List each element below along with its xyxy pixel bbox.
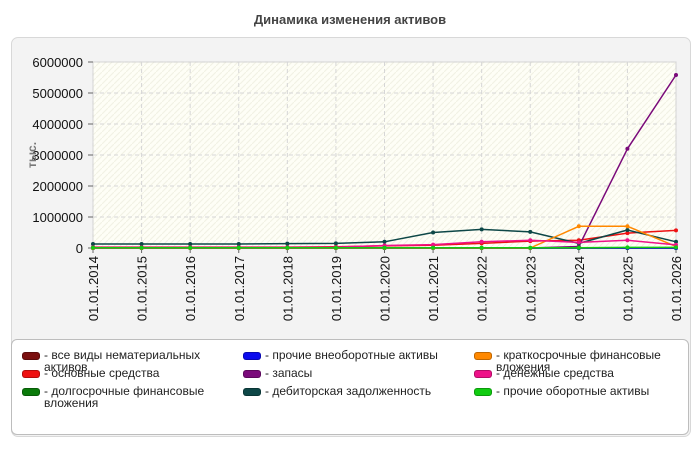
data-point [285,241,290,246]
chart-title: Динамика изменения активов [253,12,447,27]
data-point [431,245,436,250]
x-tick-label: 01.01.2024 [572,256,587,321]
data-point [576,245,581,250]
data-point [91,245,95,250]
legend-item: - дебиторская задолженность [243,385,450,397]
data-point [382,245,387,250]
data-point [576,240,581,245]
legend-swatch [474,388,492,396]
legend-label: - прочие внеоборотные активы [265,348,438,362]
data-point [285,245,290,250]
legend-swatch [22,370,40,378]
y-tick-label: 0 [76,241,83,256]
y-tick-label: 3000000 [32,148,83,163]
data-point [674,245,678,250]
legend-item: - долгосрочные финансовые вложения [22,385,229,409]
legend-item: - краткосрочные финансовые вложения [474,349,681,373]
legend-item: - основные средства [22,367,229,379]
legend-label: - денежные средства [496,366,614,380]
data-point [479,227,484,232]
x-axis: 01.01.2014 01.01.2015 01.01.2016 01.01.2017… [86,248,684,321]
y-axis-label: тыс. [25,142,39,168]
legend-swatch [243,370,261,378]
data-point [674,73,678,78]
data-point [625,231,630,236]
data-point [382,239,387,244]
x-tick-label: 01.01.2021 [426,256,441,321]
legend-label: - запасы [265,366,313,380]
legend-swatch [22,352,40,360]
x-tick-label: 01.01.2017 [232,256,247,321]
data-point [236,245,241,250]
data-point [625,245,630,250]
data-point [528,229,533,234]
data-point [139,241,144,246]
legend-item: - прочие оборотные активы [474,385,681,397]
y-tick-label: 2000000 [32,179,83,194]
data-point [576,224,581,229]
legend-swatch [474,352,492,360]
data-point [91,241,95,246]
y-axis: 0 1000000 2000000 3000000 4000000 5000000 6000… [32,55,93,256]
x-tick-label: 01.01.2014 [86,256,101,321]
y-tick-label: 5000000 [32,86,83,101]
x-tick-label: 01.01.2023 [523,256,538,321]
data-point [625,146,630,151]
data-point [188,241,193,246]
legend-swatch [474,370,492,378]
x-tick-label: 01.01.2025 [620,256,635,321]
x-tick-label: 01.01.2015 [135,256,150,321]
data-point [479,245,484,250]
series-9 [91,245,678,250]
data-point [333,245,338,250]
legend-swatch [243,352,261,360]
x-tick-label: 01.01.2018 [280,256,295,321]
data-point [333,241,338,246]
x-tick-label: 01.01.2022 [475,256,490,321]
legend-label: - основные средства [44,366,160,380]
legend-label: - прочие оборотные активы [496,384,650,398]
y-tick-label: 1000000 [32,210,83,225]
legend: - все виды нематериальных активов - основ… [11,339,689,435]
legend-label: - дебиторская задолженность [265,384,432,398]
series-lines [91,73,678,250]
data-point [625,224,630,229]
data-point [431,230,436,235]
data-point [625,228,630,233]
data-point [188,245,193,250]
data-point [674,239,678,244]
legend-swatch [22,388,40,396]
data-point [528,245,533,250]
legend-item: - прочие внеоборотные активы [243,349,450,361]
legend-item: - все виды нематериальных активов [22,349,229,373]
data-point [528,238,533,243]
x-tick-label: 01.01.2020 [378,256,393,321]
data-point [431,242,436,247]
data-point [625,238,630,243]
y-tick-label: 6000000 [32,55,83,70]
data-point [139,245,144,250]
x-tick-label: 01.01.2019 [329,256,344,321]
legend-label: - все виды нематериальных активов [44,348,201,374]
chart-plot: 0 1000000 2000000 3000000 4000000 5000000 6000… [25,55,684,321]
data-point [479,239,484,244]
x-tick-label: 01.01.2026 [669,256,684,321]
legend-label: - долгосрочные финансовые вложения [44,384,205,410]
x-tick-label: 01.01.2016 [183,256,198,321]
data-point [236,241,241,246]
legend-item: - запасы [243,367,450,379]
legend-swatch [243,388,261,396]
data-point [674,228,678,233]
legend-label: - краткосрочные финансовые вложения [496,348,661,374]
y-tick-label: 4000000 [32,117,83,132]
legend-item: - денежные средства [474,367,681,379]
